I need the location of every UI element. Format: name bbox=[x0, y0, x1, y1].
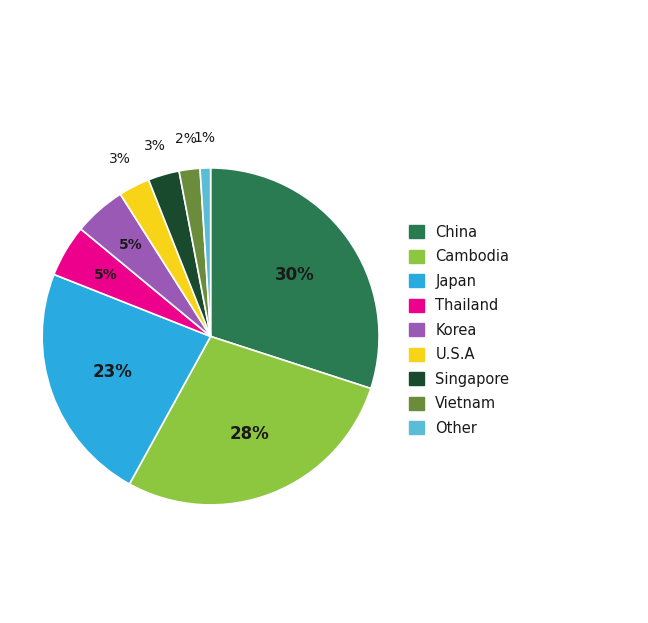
Wedge shape bbox=[179, 168, 211, 336]
Text: 5%: 5% bbox=[119, 239, 143, 252]
Wedge shape bbox=[54, 229, 211, 336]
Wedge shape bbox=[200, 168, 211, 336]
Text: 30%: 30% bbox=[275, 266, 315, 284]
Text: 2%: 2% bbox=[175, 132, 196, 146]
Text: 3%: 3% bbox=[145, 138, 166, 153]
Wedge shape bbox=[211, 168, 379, 389]
Wedge shape bbox=[130, 336, 371, 505]
Legend: China, Cambodia, Japan, Thailand, Korea, U.S.A, Singapore, Vietnam, Other: China, Cambodia, Japan, Thailand, Korea,… bbox=[409, 225, 509, 435]
Text: 28%: 28% bbox=[229, 424, 269, 442]
Wedge shape bbox=[81, 194, 211, 336]
Wedge shape bbox=[121, 180, 211, 336]
Text: Investment by Country in 2016: Investment by Country in 2016 bbox=[129, 38, 519, 62]
Text: 1%: 1% bbox=[193, 131, 215, 145]
Text: 23%: 23% bbox=[93, 363, 132, 381]
Wedge shape bbox=[148, 171, 211, 336]
Text: 5%: 5% bbox=[95, 268, 118, 282]
Text: 3%: 3% bbox=[110, 152, 132, 166]
Wedge shape bbox=[42, 274, 211, 484]
